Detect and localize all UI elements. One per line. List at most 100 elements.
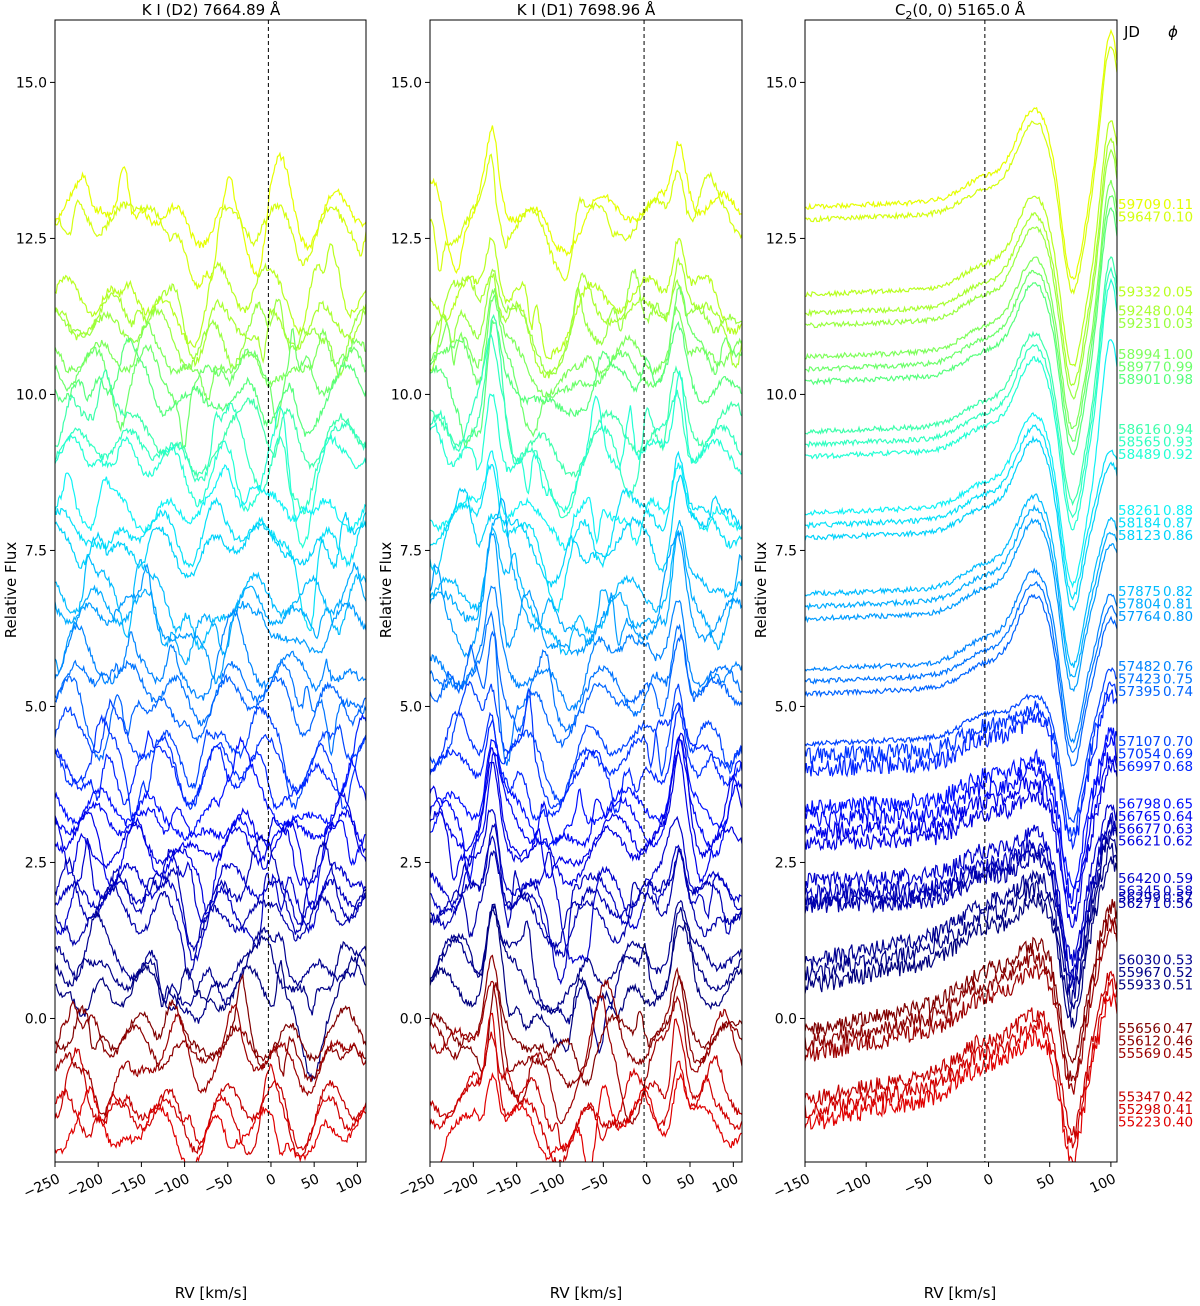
panel-title: C2(0, 0) 5165.0 Å — [895, 0, 1026, 22]
y-tick-label: 5.0 — [775, 699, 797, 715]
y-tick-label: 7.5 — [400, 543, 422, 559]
x-tick-label: 0 — [264, 1171, 279, 1189]
spectrum-line-56765 — [805, 734, 1117, 905]
legend-jd: 55656 — [1118, 1021, 1161, 1037]
legend-jd: 58901 — [1118, 372, 1161, 388]
x-tick-label: 50 — [299, 1171, 322, 1193]
legend-phase: 0.58 — [1163, 884, 1193, 900]
spectrum-line-58565 — [805, 266, 1117, 519]
spectrum-line-58489 — [55, 405, 366, 549]
legend-phase: 0.10 — [1163, 210, 1193, 226]
x-tick-label: −100 — [832, 1171, 874, 1202]
spectrum-line-59248 — [805, 137, 1117, 387]
legend-jd: 58977 — [1118, 359, 1161, 375]
spectrum-line-58123 — [805, 435, 1117, 612]
legend-jd: 56621 — [1118, 834, 1161, 850]
legend-phase: 0.41 — [1163, 1102, 1193, 1118]
legend-phase: 0.70 — [1163, 734, 1193, 750]
spectrum-line-58616 — [805, 255, 1117, 507]
y-tick-label: 0.0 — [775, 1011, 797, 1027]
x-tick-label: −100 — [151, 1171, 193, 1202]
y-axis-label: Relative Flux — [377, 542, 395, 639]
spectrum-line-57804 — [55, 562, 366, 666]
spectrum-line-55223 — [440, 1071, 742, 1162]
spectrum-line-58123 — [55, 512, 366, 579]
legend-jd: 55612 — [1118, 1033, 1161, 1049]
legend-phase: 0.92 — [1163, 447, 1193, 463]
spectrum-line-56997 — [55, 712, 366, 811]
spectrum-line-58565 — [55, 402, 366, 515]
legend-jd: 56299 — [1118, 890, 1161, 906]
spectrum-line-56030 — [805, 834, 1117, 1008]
spectrum-line-58994 — [430, 288, 742, 398]
x-tick-label: −150 — [483, 1171, 525, 1202]
legend-jd: 59332 — [1118, 285, 1161, 301]
spectrum-line-57482 — [805, 567, 1117, 744]
spectrum-line-56765 — [55, 800, 366, 867]
spectrum-line-57107 — [805, 666, 1117, 824]
y-tick-label: 0.0 — [25, 1011, 47, 1027]
x-tick-label: −50 — [202, 1171, 236, 1198]
spectrum-line-58901 — [55, 337, 366, 437]
x-axis-label: RV [km/s] — [175, 1284, 248, 1302]
x-tick-label: −50 — [902, 1171, 936, 1198]
spectrum-line-59647 — [430, 153, 742, 282]
legend-jd: 57875 — [1118, 584, 1161, 600]
legend-jd: 58616 — [1118, 422, 1161, 438]
legend-jd: 56030 — [1118, 952, 1161, 968]
y-tick-label: 5.0 — [25, 699, 47, 715]
axes-frame — [54, 19, 367, 1163]
spectrum-line-57764 — [55, 563, 366, 685]
legend-phase: 0.04 — [1163, 303, 1193, 319]
spectrum-line-55612 — [55, 1000, 366, 1083]
x-tick-label: −250 — [396, 1171, 438, 1202]
spectrum-line-56997 — [805, 689, 1117, 851]
spectrum-line-55347 — [430, 1018, 742, 1153]
spectrum-line-58184 — [430, 450, 742, 614]
spectrum-line-58184 — [805, 424, 1117, 601]
legend-phase: 0.93 — [1163, 434, 1193, 450]
legend-jd: 55298 — [1118, 1102, 1161, 1118]
legend-phase: 0.69 — [1163, 746, 1193, 762]
spectrum-line-57423 — [805, 581, 1117, 753]
spectrum-line-57482 — [430, 585, 742, 712]
y-tick-label: 2.5 — [400, 855, 422, 871]
spectrum-line-58261 — [430, 450, 742, 551]
spectrum-line-57054 — [805, 680, 1117, 839]
legend-phase: 0.05 — [1163, 285, 1193, 301]
legend-jd: 55347 — [1118, 1090, 1161, 1106]
spectrum-line-59647 — [55, 199, 366, 290]
y-tick-label: 12.5 — [766, 231, 797, 247]
spectrum-line-55298 — [55, 1063, 366, 1156]
spectrum-line-55967 — [55, 934, 366, 1024]
x-tick-label: 100 — [710, 1171, 741, 1197]
spectrum-line-55569 — [805, 921, 1117, 1095]
legend-jd: 56765 — [1118, 809, 1161, 825]
y-tick-label: 7.5 — [25, 543, 47, 559]
spectrum-line-58994 — [55, 319, 366, 401]
x-tick-label: 0 — [981, 1171, 996, 1189]
y-axis-label: Relative Flux — [752, 542, 770, 639]
spectrum-line-57395 — [430, 630, 742, 749]
spectrum-line-57875 — [430, 520, 742, 656]
spectrum-line-57875 — [805, 493, 1117, 668]
axes-frame — [429, 19, 743, 1163]
spectrum-line-57395 — [55, 673, 366, 762]
legend-phase: 0.80 — [1163, 609, 1193, 625]
legend-phase: 0.94 — [1163, 422, 1193, 438]
title-subscript: 2 — [905, 9, 912, 22]
x-tick-label: −200 — [439, 1171, 481, 1202]
legend-phase: 0.53 — [1163, 952, 1193, 968]
axes-frame — [804, 19, 1118, 1163]
y-tick-label: 15.0 — [391, 75, 422, 91]
spectra-group — [430, 125, 742, 1162]
spectrum-line-56798 — [805, 727, 1117, 890]
y-tick-label: 10.0 — [391, 387, 422, 403]
legend-jd: 58261 — [1118, 503, 1161, 519]
x-tick-label: 50 — [1034, 1171, 1057, 1193]
legend-jd: 57395 — [1118, 684, 1161, 700]
legend-jd: 59647 — [1118, 210, 1161, 226]
spectrum-line-58261 — [55, 463, 366, 535]
legend-phase: 0.81 — [1163, 597, 1193, 613]
x-tick-label: −150 — [107, 1171, 149, 1202]
